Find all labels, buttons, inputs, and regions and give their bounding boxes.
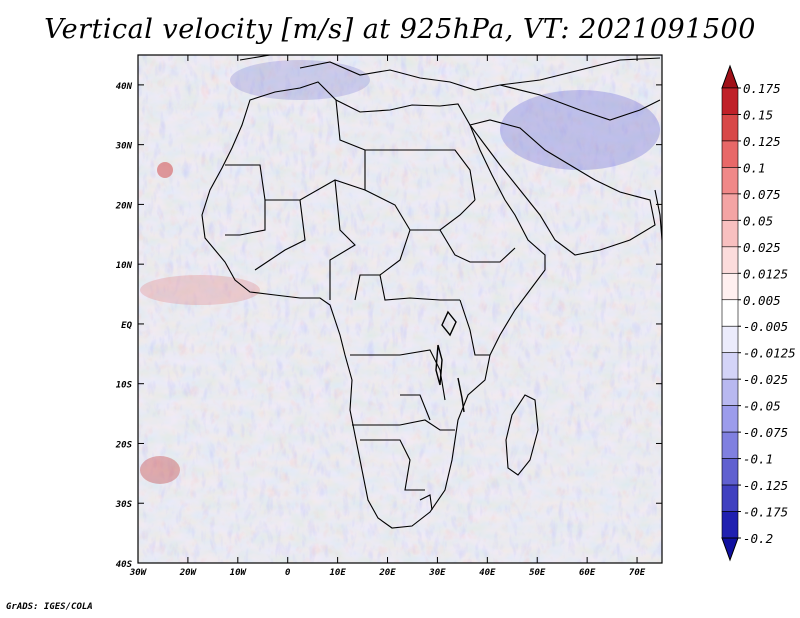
lakes <box>435 310 465 413</box>
map-title: Vertical velocity [m/s] at 925hPa, VT: 2… <box>44 14 756 45</box>
colorbar-label: -0.2 <box>743 531 773 546</box>
latitude-axis: 40N 30N 20N 10N EQ 10S 20S 30S 40S <box>115 82 662 570</box>
colorbar-box <box>721 325 739 354</box>
colorbar-box <box>721 299 739 327</box>
colorbar-box <box>721 511 739 539</box>
map-figure: 40N 30N 20N 10N EQ 10S 20S 30S 40S 30W 20W 10W 0 10E… <box>115 54 796 578</box>
colorbar-label: -0.175 <box>743 505 788 520</box>
colorbar-box <box>721 114 739 142</box>
colorbar-box <box>721 167 739 195</box>
lon-tick-label: 0 <box>285 568 291 578</box>
lon-tick-label: 20E <box>378 568 396 578</box>
lon-tick-label: 10W <box>230 568 248 578</box>
lat-tick-label: 10N <box>116 261 133 271</box>
colorbar-label: -0.0125 <box>743 346 796 361</box>
lat-tick-label: 30S <box>115 500 133 510</box>
colorbar-bottom-arrow <box>721 537 739 562</box>
lon-tick-label: 30E <box>428 568 446 578</box>
lat-tick-label: 20N <box>115 201 133 211</box>
lat-tick-label: EQ <box>121 321 132 331</box>
colorbar-label: -0.125 <box>743 478 788 493</box>
lat-tick-label: 20S <box>115 440 133 450</box>
colorbar-box <box>721 272 739 301</box>
colorbar-label: -0.005 <box>743 319 788 334</box>
colorbar: 0.175 0.15 0.125 0.1 0.075 0.05 0.025 0.0125 0.0… <box>721 64 796 562</box>
lat-tick-label: 40N <box>116 82 133 92</box>
colorbar-label: 0.025 <box>743 240 781 255</box>
colorbar-box <box>721 246 739 274</box>
plot-frame <box>137 54 663 564</box>
lon-tick-label: 20W <box>179 568 198 578</box>
velocity-field <box>138 55 662 563</box>
colorbar-label: 0.125 <box>743 134 781 149</box>
colorbar-label: 0.05 <box>743 213 773 228</box>
colorbar-label: 0.075 <box>743 187 781 202</box>
colorbar-box <box>721 193 739 221</box>
colorbar-box <box>721 405 739 433</box>
lat-tick-label: 40S <box>116 560 133 570</box>
colorbar-box <box>721 431 739 459</box>
lat-tick-label: 10S <box>116 381 133 391</box>
colorbar-box <box>721 220 739 248</box>
colorbar-label: 0.005 <box>743 293 781 308</box>
colorbar-box <box>721 378 739 406</box>
colorbar-top-arrow <box>721 64 739 89</box>
colorbar-label: -0.025 <box>743 372 788 387</box>
coastlines-and-borders <box>201 55 662 529</box>
colorbar-label: -0.075 <box>743 425 788 440</box>
colorbar-label: -0.05 <box>743 399 781 414</box>
colorbar-box <box>721 484 739 512</box>
colorbar-box <box>721 87 739 115</box>
colorbar-box <box>721 140 739 168</box>
colorbar-label: 0.175 <box>743 81 781 96</box>
lon-tick-label: 30W <box>129 568 148 578</box>
lon-tick-label: 60E <box>579 568 596 578</box>
grads-credit: GrADS: IGES/COLA <box>6 602 93 612</box>
colorbar-label: 0.15 <box>743 107 773 122</box>
colorbar-label: 0.1 <box>743 160 766 175</box>
colorbar-box <box>721 458 739 486</box>
colorbar-box <box>721 352 739 380</box>
lon-tick-label: 40E <box>479 568 496 578</box>
longitude-axis: 30W 20W 10W 0 10E 20E 30E 40E 50E 60E 70E <box>129 55 646 578</box>
lon-tick-label: 10E <box>329 568 346 578</box>
colorbar-label: -0.1 <box>743 452 773 467</box>
lon-tick-label: 70E <box>629 568 646 578</box>
colorbar-label: 0.0125 <box>743 266 788 281</box>
lat-tick-label: 30N <box>115 142 133 152</box>
lon-tick-label: 50E <box>529 568 546 578</box>
